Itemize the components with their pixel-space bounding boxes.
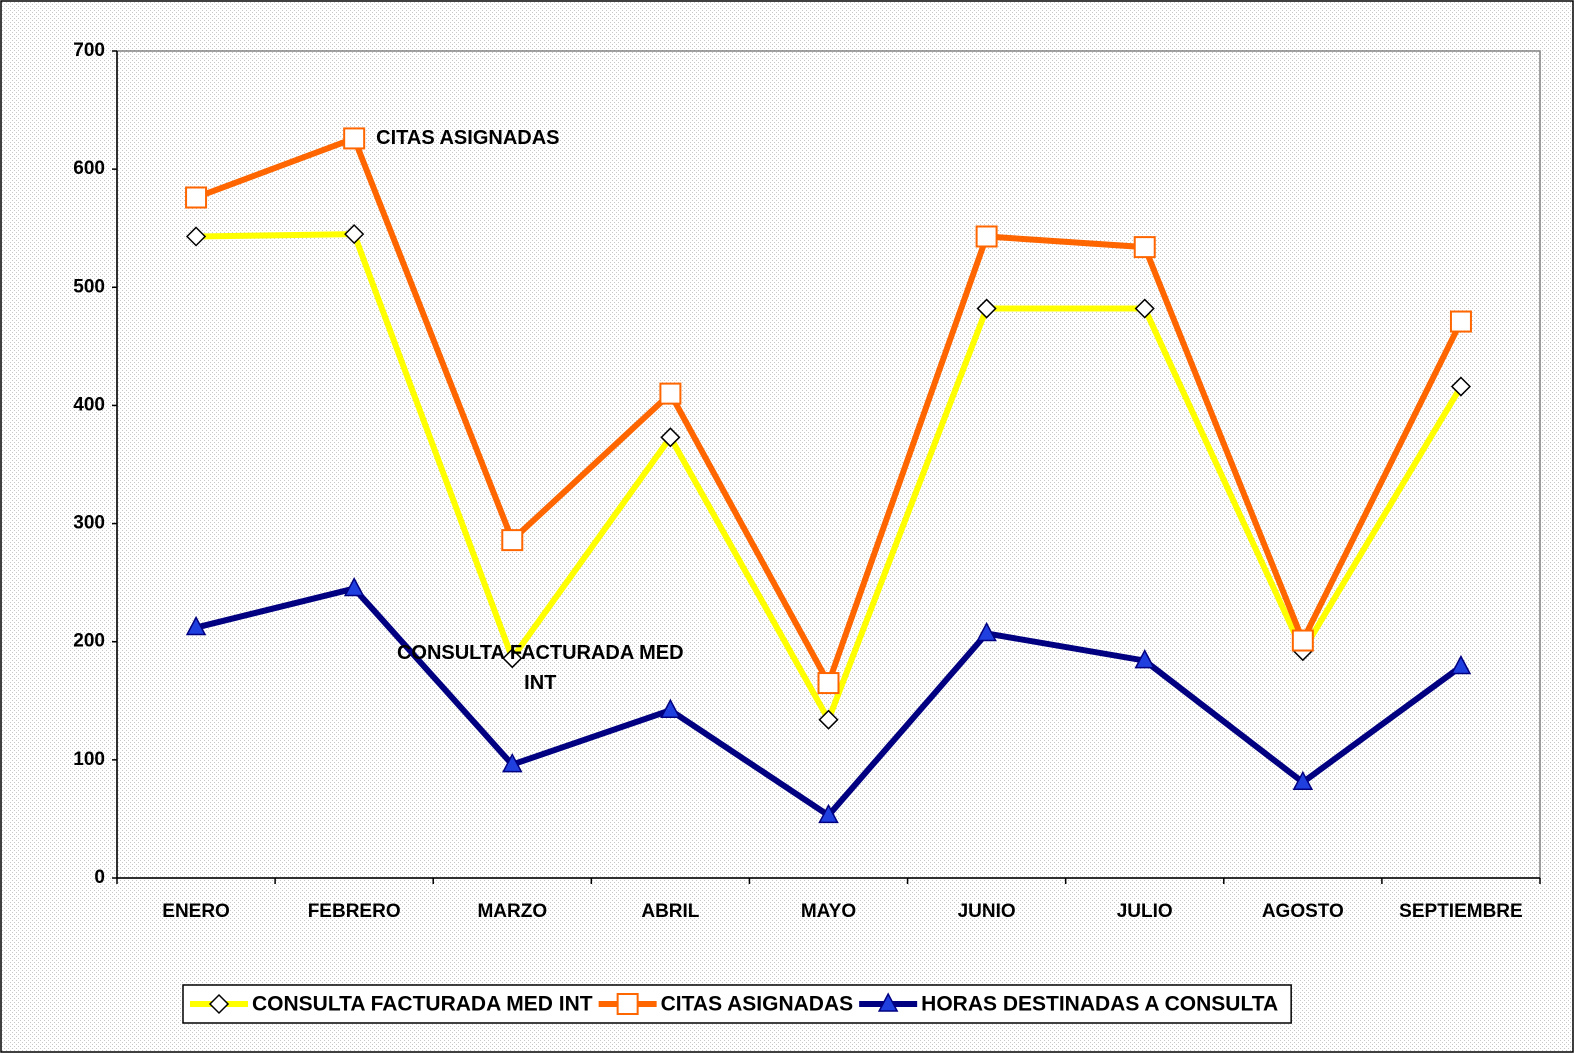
marker (1133, 236, 1156, 259)
marker (976, 621, 997, 642)
y-tick-label: 600 (73, 158, 105, 179)
marker (817, 672, 840, 695)
x-tick-label: SEPTIEMBRE (1399, 901, 1523, 922)
x-tick-label: AGOSTO (1262, 901, 1344, 922)
marker (818, 803, 839, 824)
marker (660, 698, 681, 718)
marker (343, 127, 366, 150)
series (185, 127, 1472, 695)
marker (1134, 649, 1155, 669)
marker (185, 226, 207, 247)
legend: CONSULTA FACTURADA MED INT CITAS ASIGNADA… (182, 984, 1292, 1024)
marker (1450, 654, 1472, 675)
marker (818, 709, 839, 730)
y-tick-label: 700 (73, 40, 105, 61)
marker (1134, 298, 1155, 319)
marker (501, 529, 524, 552)
x-tick-label: JUNIO (958, 901, 1016, 922)
x-tick-label: FEBRERO (308, 901, 401, 922)
y-tick-label: 500 (73, 276, 105, 297)
marker (877, 992, 899, 1012)
x-tick-label: MAYO (801, 901, 856, 922)
legend-label: HORAS DESTINADAS A CONSULTA (921, 993, 1278, 1016)
y-tick-label: 300 (73, 513, 105, 534)
x-tick-label: ENERO (162, 901, 230, 922)
marker (208, 993, 230, 1015)
marker (502, 752, 523, 773)
marker (1292, 770, 1314, 791)
y-tick-label: 0 (94, 867, 105, 888)
marker (976, 298, 997, 319)
legend-box (182, 984, 1292, 1024)
marker (1450, 376, 1472, 397)
annotation: CONSULTA FACTURADA MED INT (396, 642, 684, 694)
marker (975, 225, 998, 248)
series (185, 224, 1472, 730)
x-tick-label: MARZO (477, 901, 547, 922)
annotation: CITAS ASIGNADAS (376, 127, 560, 150)
y-tick-label: 100 (73, 749, 105, 770)
marker (659, 382, 682, 405)
marker (502, 648, 523, 669)
marker (185, 615, 207, 636)
series (185, 576, 1472, 824)
y-tick-label: 200 (73, 631, 105, 652)
marker (1291, 629, 1314, 652)
marker (1449, 310, 1472, 333)
marker (660, 427, 681, 448)
x-tick-label: JULIO (1117, 901, 1173, 922)
marker (616, 993, 639, 1015)
marker (185, 186, 208, 209)
y-tick-label: 400 (73, 394, 105, 415)
legend-label: CONSULTA FACTURADA MED INT (252, 993, 593, 1016)
x-tick-label: ABRIL (641, 901, 699, 922)
marker (344, 224, 365, 245)
marker (343, 576, 365, 597)
legend-label: CITAS ASIGNADAS (661, 993, 854, 1016)
